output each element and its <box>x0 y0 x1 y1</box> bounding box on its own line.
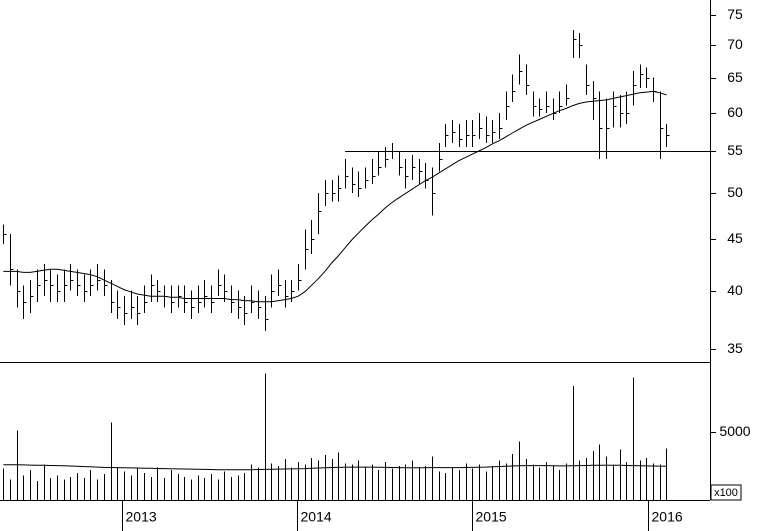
x-tick-label: 2015 <box>476 509 507 525</box>
volume_average <box>3 464 667 471</box>
x-tick-label: 2013 <box>126 509 157 525</box>
y-tick-label: 60 <box>727 104 743 120</box>
y-tick-label: 40 <box>727 282 743 298</box>
y-tick-label: 75 <box>727 6 743 22</box>
unit-box <box>710 484 742 501</box>
moving_average <box>3 90 667 303</box>
y-tick-label: 45 <box>727 230 743 246</box>
y-tick-label: 55 <box>727 142 743 158</box>
y-tick-label: 50 <box>727 184 743 200</box>
y2-tick-label: 5000 <box>719 423 750 439</box>
y-tick-label: 35 <box>727 340 743 356</box>
y-tick-label: 70 <box>727 36 743 52</box>
x-tick-label: 2014 <box>301 509 332 525</box>
x-tick-label: 2016 <box>652 509 683 525</box>
volume-unit-label: x100 <box>714 487 738 499</box>
y-tick-label: 65 <box>727 69 743 85</box>
